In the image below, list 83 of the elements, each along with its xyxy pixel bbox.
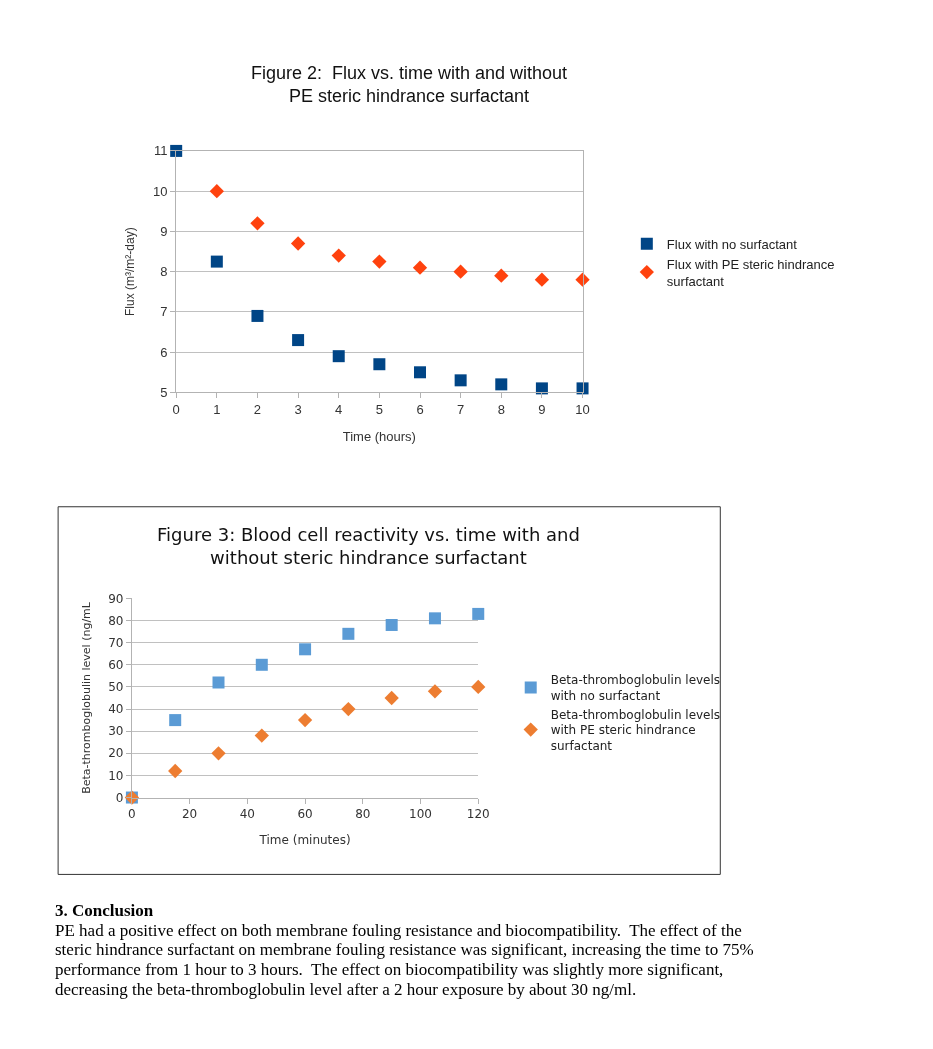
x-tick-label: 80: [355, 806, 371, 821]
legend-label: Beta-thromboglobulin levels with no surfactant: [550, 673, 721, 704]
point: [453, 264, 468, 279]
point: [471, 679, 486, 695]
point: [209, 184, 224, 199]
point: [292, 334, 305, 347]
y-tick-label: 50: [108, 680, 124, 695]
point: [290, 236, 306, 251]
point: [384, 690, 399, 706]
point: [332, 350, 345, 363]
point: [210, 255, 223, 268]
x-tick-label: 0: [128, 806, 136, 821]
point: [342, 627, 355, 640]
x-tick-label: 60: [297, 806, 313, 821]
point: [255, 658, 268, 671]
chart-title: Figure 2: Flux vs. time with and without PE steric hindrance surfactant: [251, 63, 568, 107]
y-tick-label: 0: [115, 790, 124, 805]
point: [534, 272, 550, 287]
point: [169, 714, 182, 727]
y-tick-label: 5: [160, 384, 168, 400]
text: PE had a positive effect on both membrane fouling resistance and biocompatibility. The effect of the: [55, 921, 742, 940]
x-tick-label: 0: [172, 402, 180, 418]
y-tick-label: 90: [108, 591, 124, 606]
point: [494, 268, 509, 283]
point: [168, 763, 183, 779]
point: [254, 728, 269, 743]
y-tick-label: 70: [108, 635, 124, 650]
x-axis-title: Time (minutes): [258, 832, 351, 847]
x-tick-label: 7: [457, 402, 465, 418]
x-tick-label: 10: [575, 402, 590, 418]
point: [454, 374, 467, 387]
x-tick-label: 8: [497, 402, 505, 418]
x-tick-label: 3: [294, 402, 302, 418]
x-tick-label: 9: [538, 402, 546, 418]
text: steric hindrance surfactant on membrane fouling resistance was significant, increasing the time to 75%: [55, 940, 754, 959]
x-tick-label: 4: [335, 402, 343, 418]
point: [385, 618, 398, 631]
y-tick-label: 8: [160, 264, 168, 280]
point: [427, 684, 443, 699]
text: decreasing the beta-thromboglobulin level after a 2 hour exposure by about 30 ng/ml.: [55, 980, 637, 999]
point: [472, 607, 485, 620]
y-tick-label: 7: [160, 304, 168, 320]
y-tick-label: 6: [160, 344, 168, 360]
y-tick-label: 80: [108, 613, 124, 628]
x-axis-title: Time (hours): [342, 428, 416, 444]
x-tick-label: 1: [213, 402, 221, 418]
y-tick-label: 10: [153, 183, 168, 199]
x-tick-label: 40: [239, 806, 255, 821]
text: 3. Conclusion: [55, 901, 154, 920]
legend-label: Flux with PE steric hindrance surfactant: [666, 256, 835, 289]
x-tick-label: 6: [416, 402, 424, 418]
point: [212, 676, 225, 689]
y-axis-title: Beta-thromboglobulin level (ng/mL: [79, 601, 93, 794]
x-tick-label: 100: [409, 806, 432, 821]
y-tick-label: 10: [108, 768, 124, 783]
point: [373, 358, 386, 371]
y-tick-label: 9: [160, 223, 168, 239]
point: [250, 216, 265, 231]
legend-label: Beta-thromboglobulin levels with PE steric hindrance surfactant: [550, 707, 721, 753]
y-tick-label: 20: [108, 746, 124, 761]
text: performance from 1 hour to 3 hours. The effect on biocompatibility was slightly more significant,: [55, 960, 724, 979]
point: [495, 378, 508, 391]
point: [414, 366, 427, 379]
y-tick-label: 40: [108, 702, 124, 717]
chart-title: Figure 3: Blood cell reactivity vs. time with and without steric hindrance surfactant: [157, 524, 580, 569]
point: [428, 612, 441, 625]
point: [211, 746, 226, 761]
y-tick-label: 30: [108, 724, 124, 739]
y-axis-title: Flux (m³/m²-day): [123, 227, 138, 316]
point: [412, 260, 428, 275]
point: [297, 712, 313, 728]
x-tick-label: 5: [375, 402, 383, 418]
x-tick-label: 20: [181, 806, 198, 821]
y-tick-label: 60: [108, 657, 124, 672]
y-tick-label: 11: [154, 143, 168, 159]
legend-label: Flux with no surfactant: [666, 236, 798, 252]
x-tick-label: 2: [253, 402, 262, 418]
point: [299, 643, 312, 656]
point: [251, 309, 264, 322]
point: [372, 254, 387, 269]
x-tick-label: 120: [466, 806, 490, 821]
point: [341, 701, 356, 717]
point: [331, 248, 346, 263]
